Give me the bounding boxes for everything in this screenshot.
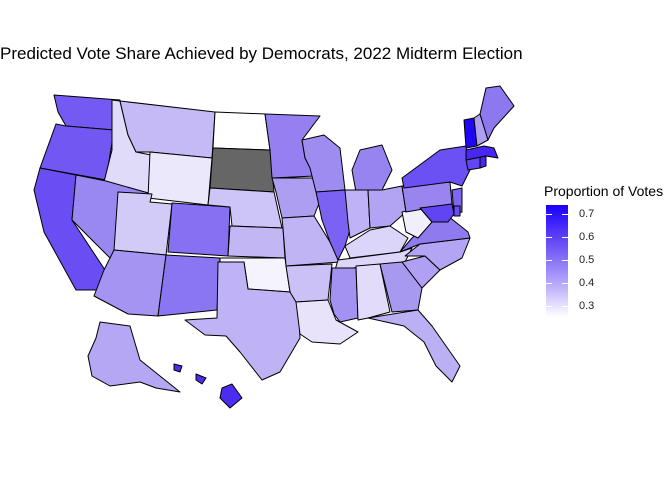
state-AK: [87, 321, 181, 393]
state-ND: [212, 111, 271, 151]
state-NY: [401, 145, 471, 189]
state-UT: [113, 191, 173, 256]
state-HI: [173, 363, 243, 409]
legend-tick-label: 0.6: [579, 231, 595, 243]
legend-tick-label: 0.4: [579, 277, 595, 289]
state-DE: [453, 205, 461, 217]
state-TX: [184, 261, 301, 381]
legend-title: Proportion of Votes: [544, 183, 664, 199]
state-MA: [465, 145, 499, 161]
state-RI: [479, 155, 487, 169]
state-AZ: [93, 249, 167, 317]
legend: Proportion of Votes 0.7 0.6 0.5 0.4 0.3: [544, 183, 664, 317]
state-CO: [167, 202, 231, 257]
legend-tick-label: 0.7: [579, 208, 595, 220]
state-MI: [351, 144, 393, 193]
legend-color-bar: [546, 205, 568, 317]
map-title: Predicted Vote Share Achieved by Democra…: [0, 44, 523, 63]
state-AR: [285, 263, 333, 303]
state-ME: [479, 85, 515, 141]
state-WY: [147, 151, 213, 206]
legend-tick-label: 0.5: [579, 254, 595, 266]
state-FL: [367, 309, 461, 383]
state-AL: [355, 263, 391, 321]
state-SD: [209, 147, 275, 193]
state-MD: [419, 203, 455, 223]
state-LA: [295, 299, 359, 345]
state-MS: [329, 267, 359, 323]
state-OH: [367, 185, 407, 229]
state-WA: [53, 94, 121, 131]
state-NM: [157, 254, 221, 317]
state-KS: [227, 225, 286, 259]
state-MT: [119, 100, 216, 159]
state-OR: [39, 123, 115, 181]
legend-tick-label: 0.3: [579, 300, 595, 312]
state-IN: [344, 189, 371, 239]
